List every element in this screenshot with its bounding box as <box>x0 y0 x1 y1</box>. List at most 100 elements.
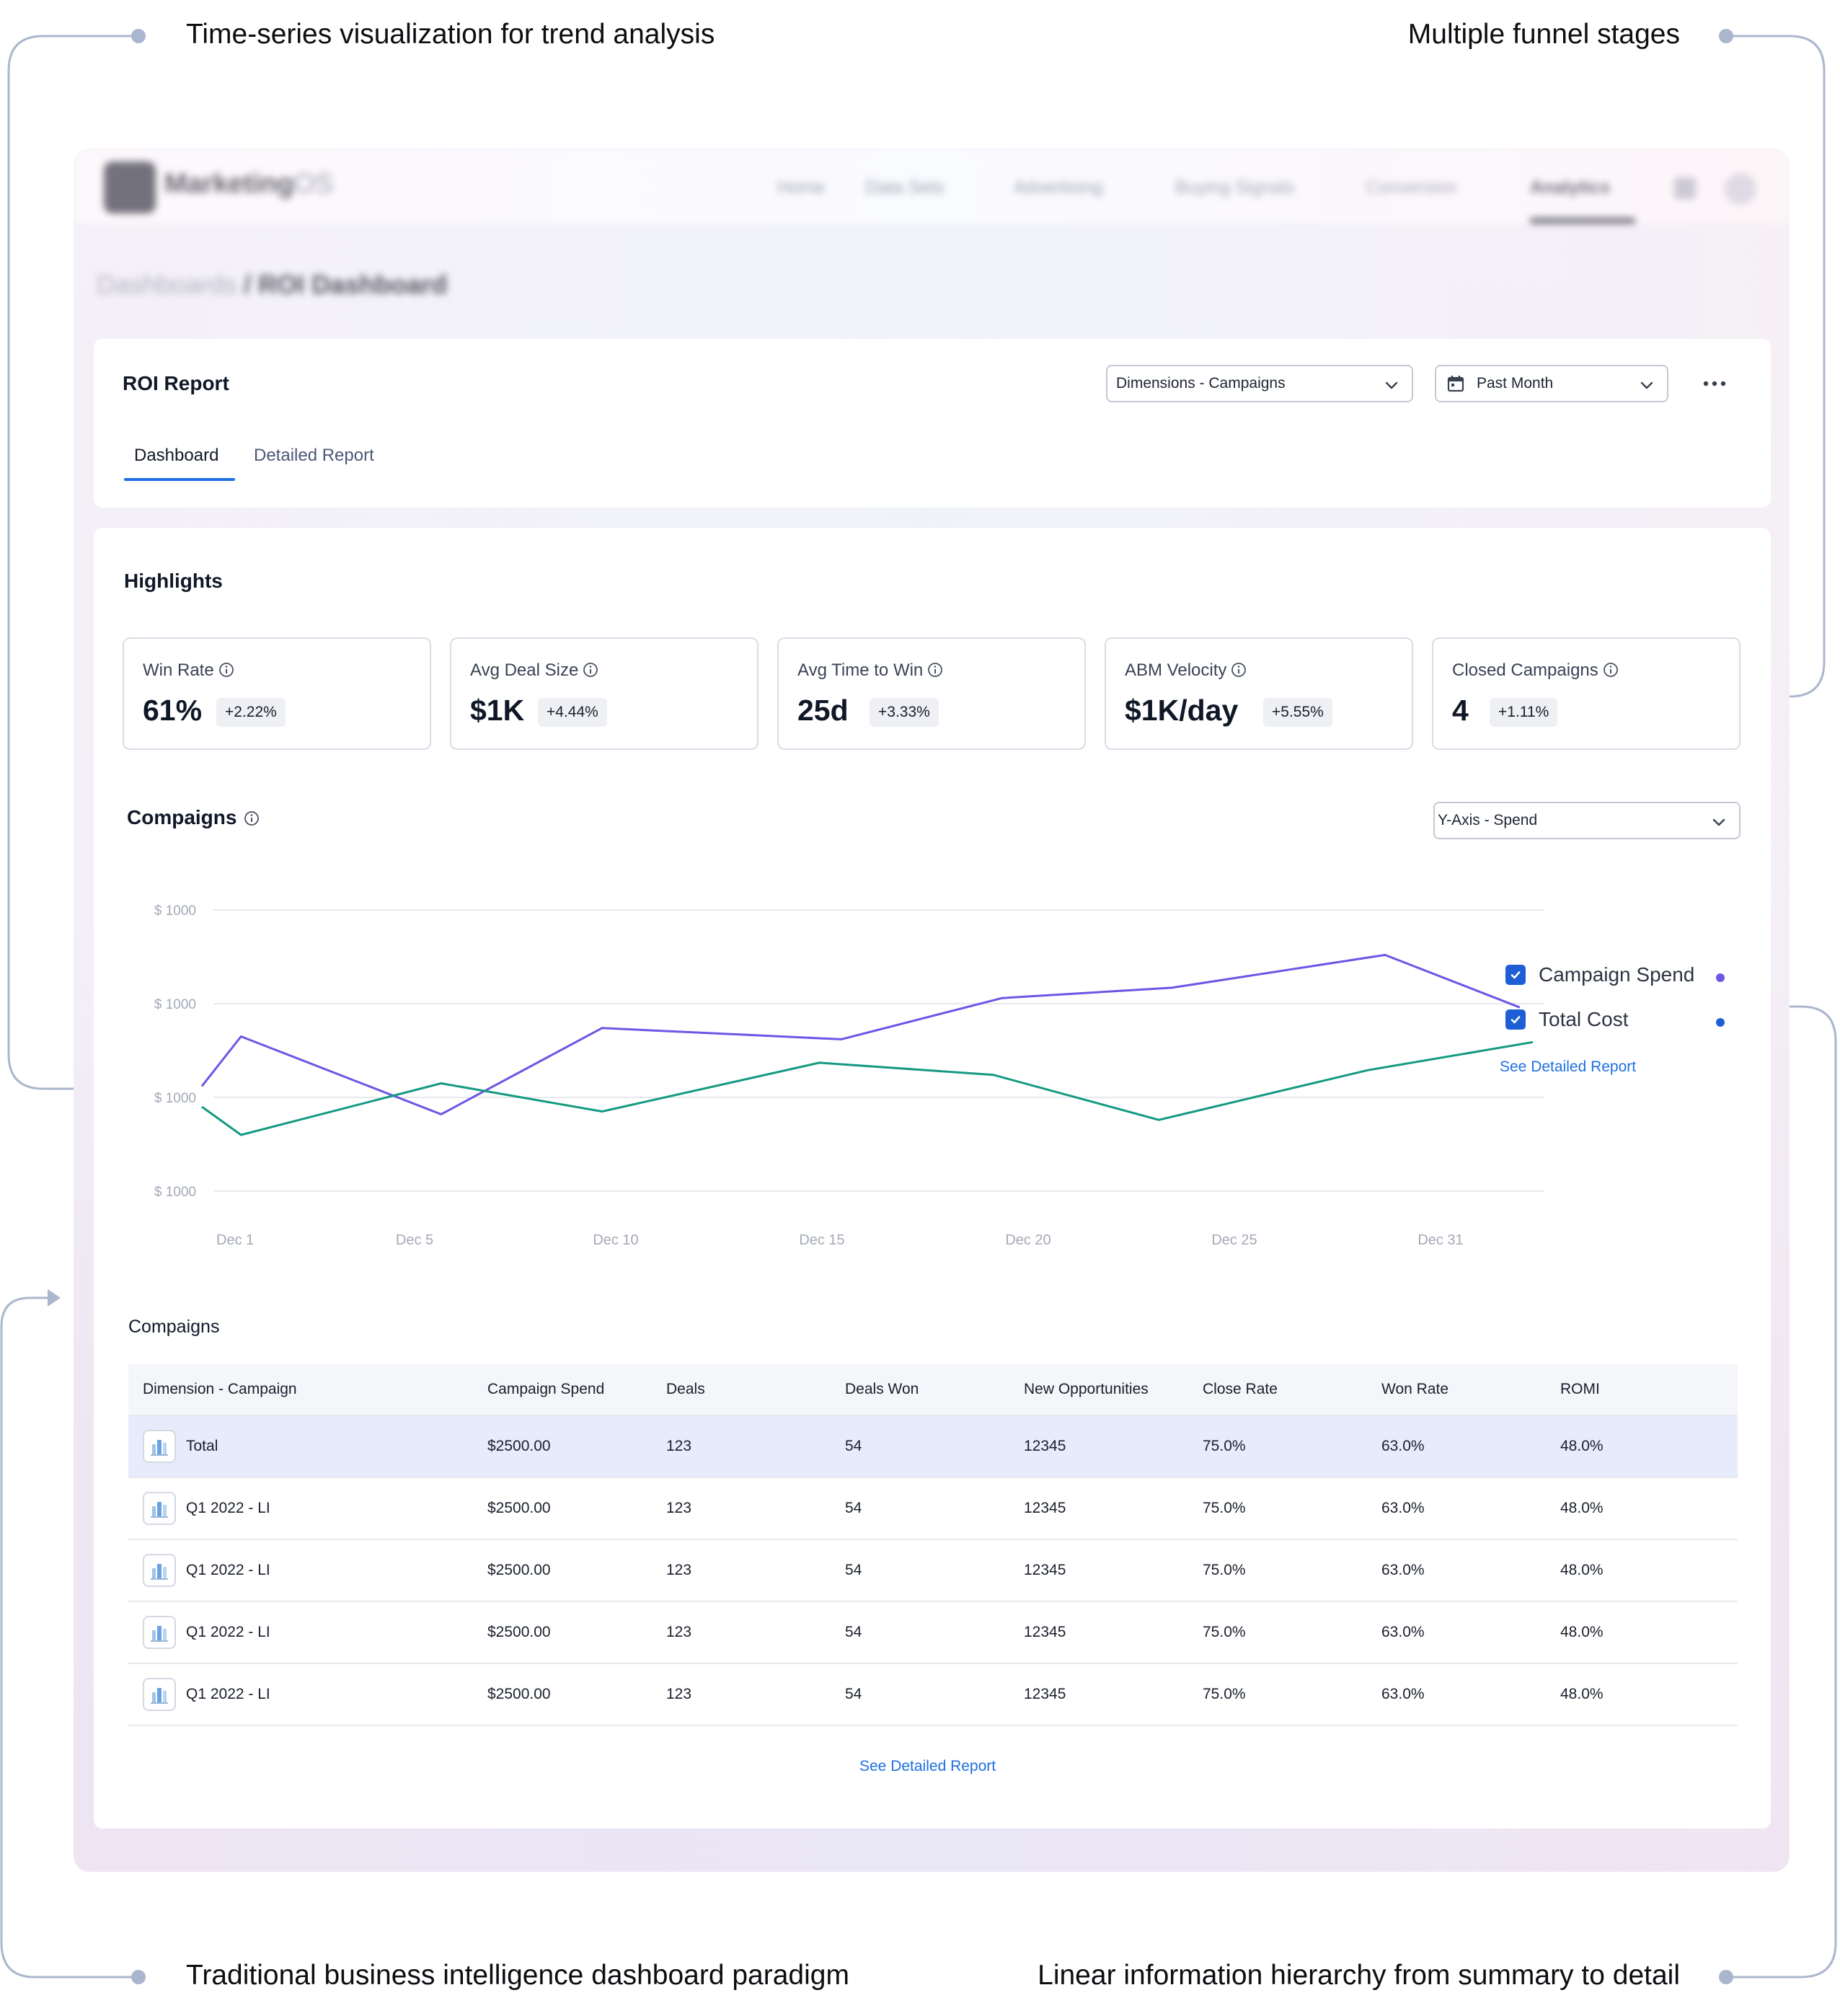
x-tick-label: Dec 10 <box>593 1232 638 1248</box>
table-cell-text: Q1 2022 - LI <box>186 1624 270 1640</box>
table-cell-text: 75.0% <box>1203 1438 1246 1454</box>
table-cell: 48.0% <box>1560 1478 1604 1539</box>
dimension-select[interactable]: Dimensions - Campaigns <box>1106 365 1413 402</box>
logo-bold: Marketing <box>164 169 294 199</box>
metric-change-badge: +4.44% <box>538 698 607 727</box>
info-icon[interactable] <box>583 662 598 678</box>
table-cell-text: 123 <box>666 1562 692 1578</box>
breadcrumb-separator: / <box>236 270 259 299</box>
table-row-total[interactable]: Total $2500.00 123 54 12345 75.0% 63.0% 48.0% <box>128 1416 1738 1478</box>
apps-grid-icon[interactable] <box>1674 177 1696 199</box>
table-cell: 54 <box>845 1478 862 1539</box>
table-see-detailed-report-link[interactable]: See Detailed Report <box>859 1758 996 1774</box>
report-header-card: ROI Report Dimensions - Campaigns Past M… <box>94 339 1771 508</box>
campaign-chart-icon <box>143 1492 176 1525</box>
info-icon[interactable] <box>1603 662 1619 678</box>
annotation-dot-bottom-left <box>131 1970 146 1984</box>
highlights-title: Highlights <box>124 570 223 592</box>
metric-label-text: Win Rate <box>143 660 214 680</box>
breadcrumb: Dashboards / ROI Dashboard <box>97 270 447 300</box>
chart-see-detailed-report-link[interactable]: See Detailed Report <box>1500 1058 1637 1075</box>
table-row[interactable]: Q1 2022 - LI $2500.00 123 54 12345 75.0% 63.0%… <box>128 1540 1738 1602</box>
metric-label: Avg Deal Size <box>470 660 598 681</box>
column-header[interactable]: ROMI <box>1560 1381 1600 1397</box>
metric-card-closed-campaigns: Closed Campaigns 4 +1.11% <box>1432 637 1741 750</box>
y-tick-label: $ 1000 <box>154 1185 196 1200</box>
table-cell-text: 48.0% <box>1560 1686 1604 1702</box>
table-cell-text: $2500.00 <box>487 1500 551 1516</box>
table-cell-text: 48.0% <box>1560 1500 1604 1516</box>
period-select-value: Past Month <box>1477 375 1554 392</box>
table-row[interactable]: Q1 2022 - LI $2500.00 123 54 12345 75.0% 63.0%… <box>128 1478 1738 1540</box>
column-header[interactable]: Won Rate <box>1381 1381 1448 1397</box>
info-icon[interactable] <box>244 810 260 826</box>
breadcrumb-parent[interactable]: Dashboards <box>97 270 237 299</box>
metric-value: $1K/day <box>1125 694 1239 727</box>
legend-item-total-cost[interactable]: Total Cost <box>1505 1008 1629 1031</box>
chart-title: Compaigns <box>127 806 260 829</box>
info-icon[interactable] <box>927 662 943 678</box>
table-cell: 75.0% <box>1203 1416 1246 1477</box>
x-tick-label: Dec 20 <box>1005 1232 1051 1248</box>
x-tick-label: Dec 25 <box>1211 1232 1257 1248</box>
table-cell: Q1 2022 - LI <box>143 1664 270 1725</box>
checkbox-checked-icon[interactable] <box>1505 1009 1526 1030</box>
nav-item-data-sets[interactable]: Data Sets <box>865 177 945 198</box>
nav-item-buying-signals[interactable]: Buying Signals <box>1175 177 1295 198</box>
table-cell: 75.0% <box>1203 1664 1246 1725</box>
nav-item-advertising[interactable]: Advertising <box>1014 177 1103 198</box>
metric-change-badge: +5.55% <box>1263 698 1332 727</box>
metric-card-avg-deal-size: Avg Deal Size $1K +4.44% <box>450 637 758 750</box>
annotation-top-right: Multiple funnel stages <box>1407 19 1680 50</box>
logo[interactable]: MarketingOS <box>164 169 333 200</box>
table-cell-text: 63.0% <box>1381 1500 1425 1516</box>
chart-title-text: Compaigns <box>127 806 237 828</box>
table-cell: 54 <box>845 1540 862 1601</box>
checkbox-checked-icon[interactable] <box>1505 965 1526 985</box>
annotation-bottom-right: Linear information hierarchy from summar… <box>1038 1960 1680 1991</box>
tab-detailed-report[interactable]: Detailed Report <box>254 446 374 465</box>
table-cell-text: 123 <box>666 1624 692 1640</box>
table-cell-text: $2500.00 <box>487 1624 551 1640</box>
column-header[interactable]: Dimension - Campaign <box>143 1381 297 1397</box>
table-cell-text: 63.0% <box>1381 1438 1425 1454</box>
y-tick-label: $ 1000 <box>154 1091 196 1106</box>
column-header[interactable]: Deals Won <box>845 1381 919 1397</box>
column-header[interactable]: Campaign Spend <box>487 1381 605 1397</box>
metric-label: Avg Time to Win <box>797 660 943 681</box>
more-options-icon[interactable] <box>1700 376 1729 391</box>
info-icon[interactable] <box>218 662 234 678</box>
table-cell: $2500.00 <box>487 1540 551 1601</box>
period-select[interactable]: Past Month <box>1435 365 1668 402</box>
nav-item-home[interactable]: Home <box>777 177 826 198</box>
legend-item-campaign-spend[interactable]: Campaign Spend <box>1505 963 1694 986</box>
y-axis-select[interactable]: Y-Axis - Spend <box>1433 802 1741 839</box>
table-cell: 12345 <box>1024 1540 1066 1601</box>
info-icon[interactable] <box>1231 662 1247 678</box>
table-cell: $2500.00 <box>487 1416 551 1477</box>
table-cell: 123 <box>666 1416 691 1477</box>
table-row[interactable]: Q1 2022 - LI $2500.00 123 54 12345 75.0% 63.0%… <box>128 1602 1738 1664</box>
table-cell: $2500.00 <box>487 1602 551 1663</box>
table-cell-text: 54 <box>845 1438 862 1454</box>
avatar[interactable] <box>1725 173 1756 205</box>
column-header[interactable]: Deals <box>666 1381 705 1397</box>
table-cell: $2500.00 <box>487 1478 551 1539</box>
series-line-total-cost[interactable] <box>201 1040 1534 1136</box>
table-cell: Q1 2022 - LI <box>143 1602 270 1663</box>
table-cell-text: 75.0% <box>1203 1562 1246 1578</box>
column-header[interactable]: Close Rate <box>1203 1381 1278 1397</box>
table-row[interactable]: Q1 2022 - LI $2500.00 123 54 12345 75.0% 63.0%… <box>128 1664 1738 1726</box>
nav-item-conversion[interactable]: Conversion <box>1366 177 1457 198</box>
nav-item-analytics[interactable]: Analytics <box>1530 177 1611 198</box>
metric-label-text: Avg Deal Size <box>470 660 579 680</box>
table-cell: 48.0% <box>1560 1664 1604 1725</box>
table-cell-text: 63.0% <box>1381 1562 1425 1578</box>
table-cell-text: Total <box>186 1438 218 1454</box>
series-line-campaign-spend[interactable] <box>200 953 1521 1115</box>
metric-value: 4 <box>1452 694 1469 727</box>
tab-dashboard[interactable]: Dashboard <box>134 446 219 465</box>
campaigns-table: Dimension - Campaign Campaign Spend Deal… <box>128 1364 1738 1726</box>
x-tick-label: Dec 5 <box>396 1232 433 1248</box>
column-header[interactable]: New Opportunities <box>1024 1381 1149 1397</box>
